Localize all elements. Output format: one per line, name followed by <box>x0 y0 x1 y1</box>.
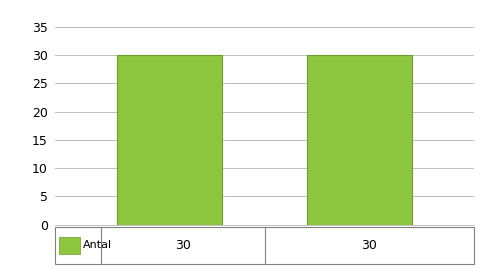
Bar <box>117 55 221 225</box>
Text: 30: 30 <box>174 239 191 252</box>
Bar <box>59 237 80 254</box>
Bar <box>307 55 411 225</box>
Bar <box>55 227 473 264</box>
Text: 30: 30 <box>360 239 376 252</box>
Text: Antal: Antal <box>83 240 111 250</box>
